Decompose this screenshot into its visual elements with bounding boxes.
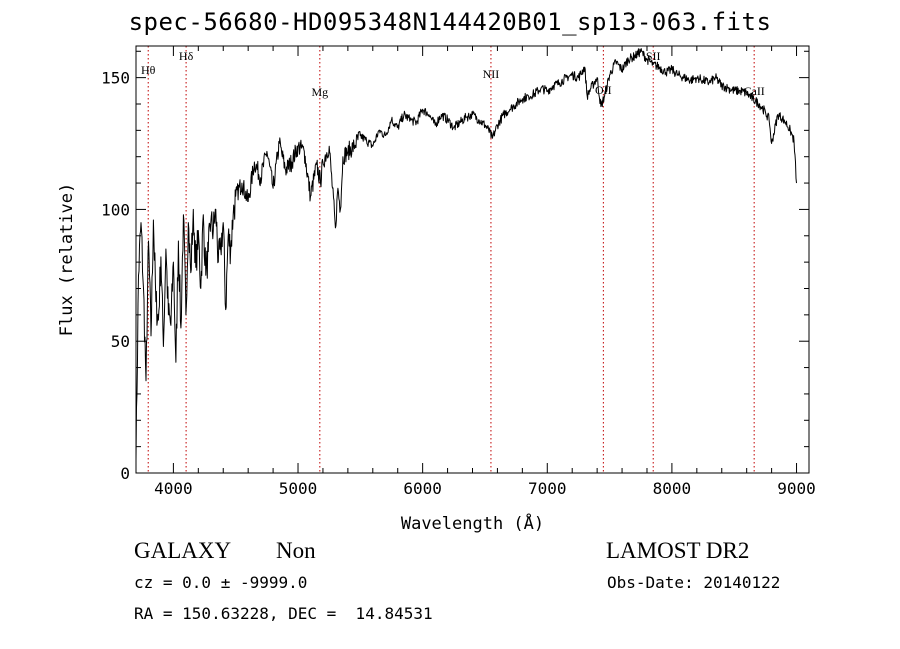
x-tick-label: 5000 bbox=[279, 479, 318, 498]
spectrum-series bbox=[135, 48, 797, 460]
observation-date: Obs-Date: 20140122 bbox=[607, 573, 781, 592]
line-label: OII bbox=[595, 83, 612, 97]
line-label: Hδ bbox=[179, 49, 194, 63]
redshift-value: cz = 0.0 ± -9999.0 bbox=[134, 573, 308, 592]
y-tick-label: 150 bbox=[101, 69, 130, 88]
plot-frame bbox=[135, 45, 810, 474]
spectrum-line bbox=[135, 48, 797, 460]
x-axis-label: Wavelength (Å) bbox=[401, 512, 544, 534]
object-subclass: Non bbox=[276, 538, 316, 563]
x-tick-label: 4000 bbox=[154, 479, 193, 498]
x-tick-label: 8000 bbox=[653, 479, 692, 498]
y-tick-label: 0 bbox=[120, 464, 130, 483]
y-axis-label: Flux (relative) bbox=[57, 183, 77, 337]
x-tick-label: 6000 bbox=[403, 479, 442, 498]
x-tick-label: 7000 bbox=[528, 479, 567, 498]
y-tick-label: 100 bbox=[101, 200, 130, 219]
axes: 4000 5000 6000 7000 8000 9000 0 50 100 150 Wavelen… bbox=[57, 46, 816, 534]
survey-name: LAMOST DR2 bbox=[606, 538, 750, 563]
line-label: Hθ bbox=[141, 63, 156, 77]
object-class: GALAXY bbox=[134, 538, 232, 563]
chart-title: spec-56680-HD095348N144420B01_sp13-063.f… bbox=[128, 8, 772, 36]
sky-coordinates: RA = 150.63228, DEC = 14.84531 bbox=[134, 604, 433, 623]
y-tick-label: 50 bbox=[111, 332, 130, 351]
line-label: Mg bbox=[311, 85, 328, 99]
x-tick-label: 9000 bbox=[777, 479, 816, 498]
line-label: CaII bbox=[743, 84, 764, 98]
line-label: NII bbox=[483, 67, 500, 81]
